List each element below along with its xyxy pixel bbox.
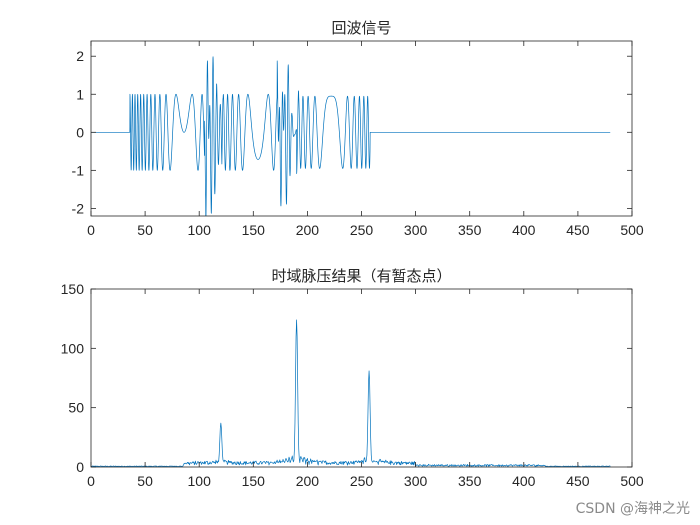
x-tick-label: 250 [350, 473, 374, 489]
x-tick-label: 50 [137, 222, 153, 238]
x-tick-label: 150 [242, 222, 266, 238]
x-tick-label: 150 [242, 473, 266, 489]
y-tick-label: 50 [68, 400, 84, 416]
x-tick-label: 200 [296, 473, 320, 489]
x-tick-label: 0 [87, 222, 95, 238]
x-tick-label: 450 [566, 222, 590, 238]
x-tick-label: 500 [620, 222, 644, 238]
y-tick-label: 150 [61, 281, 85, 297]
x-tick-label: 200 [296, 222, 320, 238]
x-tick-label: 350 [458, 473, 482, 489]
echo-signal-line [91, 56, 611, 216]
y-tick-label: 1 [76, 86, 84, 102]
bottom-axes-ticks: 0 50 100 150 200 250 300 350 400 450 500 0 50 100 150 [61, 281, 644, 489]
watermark-text: CSDN @海神之光 [576, 501, 690, 517]
top-axes-ticks: 0 50 100 150 200 250 300 350 400 450 500 -2 -1 0 1 2 [72, 41, 644, 238]
x-tick-label: 500 [620, 473, 644, 489]
y-tick-label: 2 [76, 48, 84, 64]
x-tick-label: 350 [458, 222, 482, 238]
y-tick-label: 0 [76, 459, 84, 475]
x-tick-label: 400 [512, 222, 536, 238]
x-tick-label: 50 [137, 473, 153, 489]
x-tick-label: 100 [188, 222, 212, 238]
y-tick-label: 0 [76, 124, 84, 140]
x-tick-label: 300 [404, 473, 428, 489]
y-tick-label: 100 [61, 340, 85, 356]
y-tick-label: -2 [72, 200, 85, 216]
bottom-chart-title: 时域脉压结果（有暂态点） [271, 267, 451, 285]
y-tick-label: -1 [72, 162, 85, 178]
bottom-axes: 时域脉压结果（有暂态点） 0 50 100 150 200 250 300 350 400 450… [61, 267, 644, 489]
x-tick-label: 400 [512, 473, 536, 489]
x-tick-label: 100 [188, 473, 212, 489]
x-tick-label: 0 [87, 473, 95, 489]
top-axes: 回波信号 0 50 100 150 200 250 300 350 400 450 500-2-10… [72, 19, 644, 238]
x-tick-label: 300 [404, 222, 428, 238]
top-chart-title: 回波信号 [331, 19, 391, 37]
x-tick-label: 450 [566, 473, 590, 489]
x-tick-label: 250 [350, 222, 374, 238]
top-signal-series [91, 56, 611, 216]
